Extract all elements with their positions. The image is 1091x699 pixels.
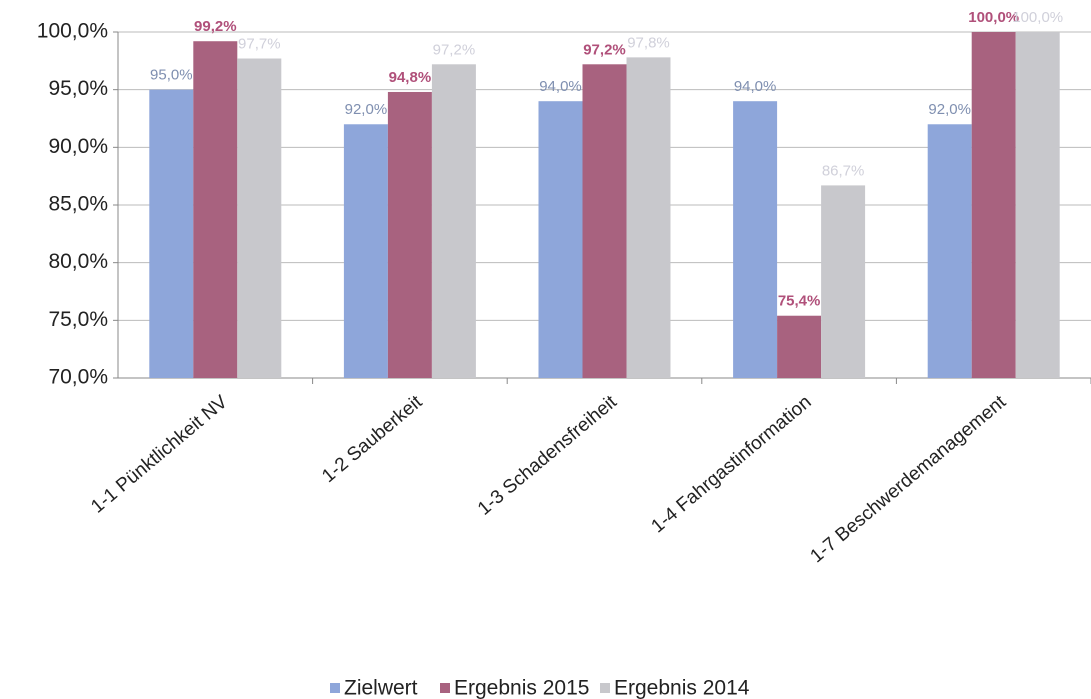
legend-swatch (600, 683, 610, 693)
y-tick-label: 75,0% (48, 308, 108, 331)
y-tick-label: 80,0% (48, 250, 108, 273)
x-tick-label: 1-4 Fahrgastinformation (648, 392, 816, 538)
y-tick-label: 85,0% (48, 193, 108, 216)
bar (387, 91, 432, 379)
value-label: 86,7% (822, 162, 865, 179)
value-label: 100,0% (1012, 9, 1063, 26)
bar (821, 185, 866, 378)
value-label: 97,8% (627, 34, 670, 51)
y-tick-label: 100,0% (37, 20, 108, 43)
bar (343, 124, 388, 379)
y-tick-label: 90,0% (48, 135, 108, 158)
value-label: 95,0% (150, 67, 193, 84)
bar (1015, 32, 1060, 378)
bar (193, 41, 238, 379)
value-label: 92,0% (345, 101, 388, 118)
value-label: 100,0% (968, 9, 1019, 26)
value-label: 94,8% (389, 69, 432, 86)
value-label: 92,0% (928, 101, 971, 118)
value-label: 75,4% (778, 293, 821, 310)
y-tick-label: 95,0% (48, 77, 108, 100)
bar (733, 101, 778, 378)
bar (777, 315, 822, 378)
value-label: 97,2% (433, 41, 476, 58)
bar (538, 101, 583, 378)
value-label: 97,2% (583, 41, 626, 58)
bar (237, 58, 282, 378)
legend-label: Ergebnis 2015 (454, 677, 589, 699)
bar (927, 124, 972, 379)
legend-swatch (440, 683, 450, 693)
x-tick-label: 1-2 Sauberkeit (318, 391, 427, 487)
legend-label: Ergebnis 2014 (614, 677, 750, 699)
value-label: 99,2% (194, 18, 237, 35)
legend-label: Zielwert (344, 677, 418, 699)
value-label: 97,7% (238, 35, 281, 52)
bar (971, 32, 1016, 378)
x-tick-label: 1-1 Pünktlichkeit NV (87, 391, 232, 517)
bar (582, 64, 627, 378)
legend-swatch (330, 683, 340, 693)
x-tick-label: 1-7 Beschwerdemanagement (807, 391, 1011, 567)
bar (149, 89, 194, 379)
y-tick-label: 70,0% (48, 366, 108, 389)
value-label: 94,0% (734, 78, 777, 95)
x-tick-label: 1-3 Schadensfreiheit (474, 391, 622, 520)
bar (431, 64, 476, 378)
value-label: 94,0% (539, 78, 582, 95)
bar (626, 57, 671, 379)
